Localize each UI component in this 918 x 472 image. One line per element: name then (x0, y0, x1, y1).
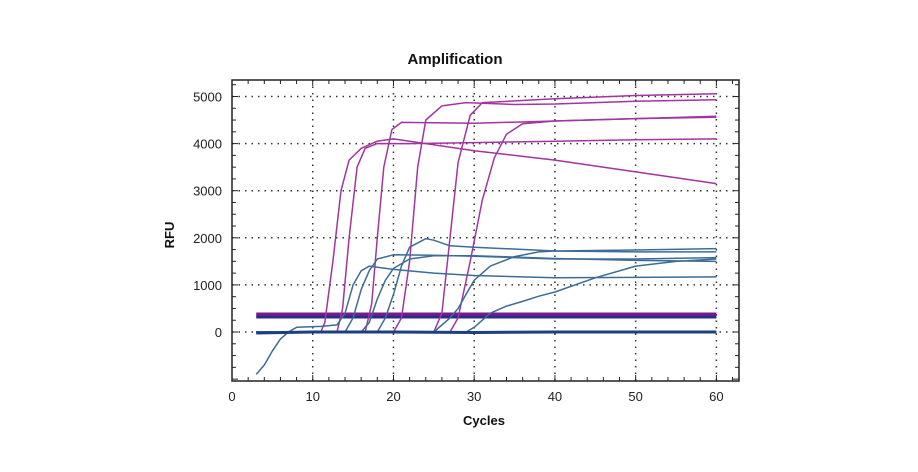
series-line-b5 (256, 247, 717, 333)
y-tick-label: 1000 (193, 278, 222, 293)
gridlines (232, 80, 739, 381)
series-line-b4 (256, 254, 717, 333)
y-tick-label: 4000 (193, 137, 222, 152)
series-line-m4 (256, 99, 717, 333)
series-line-m1 (256, 138, 717, 333)
plot-frame (231, 79, 740, 382)
series-line-m5 (256, 92, 717, 333)
x-tick-label: 30 (467, 389, 481, 404)
series-line-baseline (256, 330, 717, 335)
series-lines (255, 92, 717, 375)
x-tick-label: 40 (548, 389, 562, 404)
chart-title: Amplification (407, 51, 502, 68)
y-axis-title: RFU (162, 222, 177, 249)
axis-ticks: 0 10 20 30 40 50 60 0 1000 2000 3000 4000 5000 (193, 80, 739, 404)
y-tick-label: 5000 (193, 89, 222, 104)
x-tick-label: 50 (628, 389, 642, 404)
y-tick-label: 0 (215, 325, 222, 340)
series-line-b6 (256, 258, 717, 333)
series-line-b1 (255, 265, 717, 375)
series-line-m6 (256, 116, 717, 333)
series-line-m3 (256, 115, 717, 333)
x-tick-label: 10 (305, 389, 319, 404)
x-tick-label: 60 (709, 389, 723, 404)
x-tick-label: 20 (386, 389, 400, 404)
x-tick-label: 0 (228, 389, 235, 404)
x-axis-title: Cycles (463, 413, 505, 428)
y-tick-label: 2000 (193, 231, 222, 246)
y-tick-label: 3000 (193, 184, 222, 199)
series-line-m2 (256, 138, 717, 333)
